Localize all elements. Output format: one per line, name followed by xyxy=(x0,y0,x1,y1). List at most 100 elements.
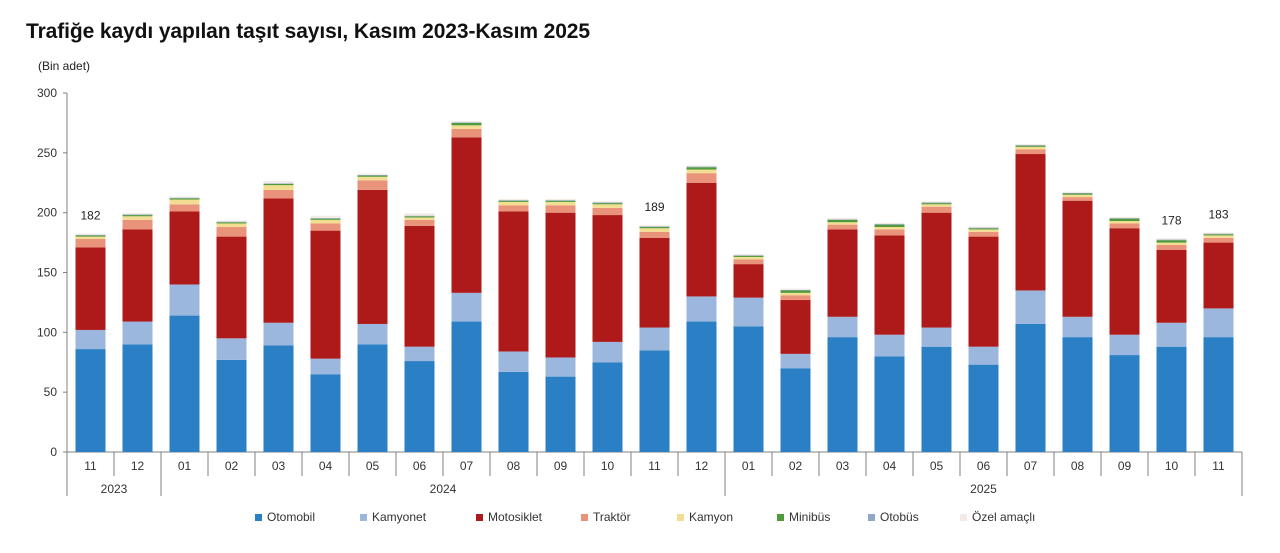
bar-segment xyxy=(75,247,106,330)
bar-segment xyxy=(545,200,576,202)
bar-segment xyxy=(827,229,858,317)
bar-segment xyxy=(921,201,952,203)
bar-segment xyxy=(404,216,435,218)
bar-segment xyxy=(216,222,247,224)
x-tick-label: 11 xyxy=(648,459,661,473)
x-axis-year-label: 2024 xyxy=(430,482,457,496)
bar-segment xyxy=(733,297,764,327)
legend-label: Kamyonet xyxy=(372,510,427,524)
bar-segment xyxy=(780,290,811,293)
legend-label: Minibüs xyxy=(789,510,831,524)
x-tick-label: 10 xyxy=(601,459,615,473)
legend-swatch xyxy=(868,513,875,521)
bar-segment xyxy=(639,228,670,232)
legend-item: Motosiklet xyxy=(476,510,542,524)
bar-segment xyxy=(1156,244,1187,250)
chart-title: Trafiğe kaydı yapılan taşıt sayısı, Kası… xyxy=(26,20,590,43)
y-tick-label: 100 xyxy=(37,325,57,339)
bar-segment xyxy=(263,345,294,452)
bar-segment xyxy=(780,295,811,301)
bar-segment xyxy=(1203,242,1234,309)
bar-segment xyxy=(733,264,764,298)
bar-segment xyxy=(122,216,153,220)
bar-segment xyxy=(357,175,388,177)
x-tick-label: 11 xyxy=(84,459,97,473)
bar-segment xyxy=(827,224,858,230)
bar-segment xyxy=(780,300,811,354)
bar-segment xyxy=(451,121,482,123)
bar-segment xyxy=(310,374,341,452)
bar-segment xyxy=(686,167,717,170)
bar-segment xyxy=(639,231,670,238)
bar-segment xyxy=(827,316,858,338)
bar-segment xyxy=(122,213,153,215)
bar-segment xyxy=(733,253,764,256)
legend-item: Otobüs xyxy=(868,510,919,524)
x-tick-label: 01 xyxy=(742,459,756,473)
bar-segment xyxy=(592,203,623,205)
x-tick-label: 08 xyxy=(507,459,521,473)
bar-segment xyxy=(216,227,247,237)
bar-segment xyxy=(310,230,341,359)
bar-segment xyxy=(451,292,482,322)
bar-segment xyxy=(498,198,529,201)
bar-segment xyxy=(404,225,435,347)
bar-segment xyxy=(545,212,576,358)
bar-segment xyxy=(686,182,717,297)
bar-segment xyxy=(122,321,153,345)
bar-segment xyxy=(310,218,341,219)
bar-segment xyxy=(639,226,670,228)
bar-segment xyxy=(169,198,200,200)
x-tick-label: 06 xyxy=(977,459,991,473)
bar-segment xyxy=(498,200,529,202)
bar-segment xyxy=(545,357,576,377)
bar-segment xyxy=(545,200,576,201)
bar-segment xyxy=(310,219,341,224)
legend-item: Kamyonet xyxy=(360,510,426,524)
bar-segment xyxy=(169,211,200,285)
bar-segment xyxy=(1062,191,1093,193)
bar-segment xyxy=(263,185,294,190)
bar-segment xyxy=(921,212,952,328)
bar-segment xyxy=(545,376,576,452)
bar-segment xyxy=(827,218,858,220)
legend-swatch xyxy=(960,513,967,521)
bar-segment xyxy=(874,224,905,228)
x-tick-label: 07 xyxy=(460,459,474,473)
bar-segment xyxy=(592,362,623,452)
bar-segment xyxy=(122,214,153,216)
bar-segment xyxy=(451,128,482,138)
x-tick-label: 02 xyxy=(225,459,239,473)
bar-segment xyxy=(827,219,858,223)
x-axis-year-label: 2025 xyxy=(970,482,997,496)
bar-segment xyxy=(169,196,200,198)
bar-segment xyxy=(592,204,623,208)
bar-segment xyxy=(357,344,388,452)
bar-segment xyxy=(827,337,858,452)
legend-swatch xyxy=(777,513,784,521)
x-tick-label: 12 xyxy=(131,459,145,473)
bar-segment xyxy=(404,217,435,220)
bar-segment xyxy=(639,237,670,328)
bar-segment xyxy=(404,346,435,362)
bar-segment xyxy=(1015,146,1046,150)
bar-segment xyxy=(169,204,200,212)
bar-segment xyxy=(357,323,388,345)
bar-segment xyxy=(498,371,529,452)
bar-segment xyxy=(357,180,388,190)
y-tick-label: 250 xyxy=(37,146,57,160)
bar-segment xyxy=(122,215,153,217)
bar-segment xyxy=(404,213,435,216)
bar-segment xyxy=(592,215,623,342)
legend-item: Otomobil xyxy=(255,510,315,524)
bar-segment xyxy=(1015,149,1046,155)
y-tick-label: 0 xyxy=(50,445,57,459)
bar-segment xyxy=(968,228,999,230)
bar-segment xyxy=(357,174,388,176)
bar-segment xyxy=(357,189,388,324)
bar-segment xyxy=(122,344,153,452)
bar-segment xyxy=(216,223,247,228)
bar-segment xyxy=(1015,145,1046,147)
bar-segment xyxy=(1109,334,1140,356)
